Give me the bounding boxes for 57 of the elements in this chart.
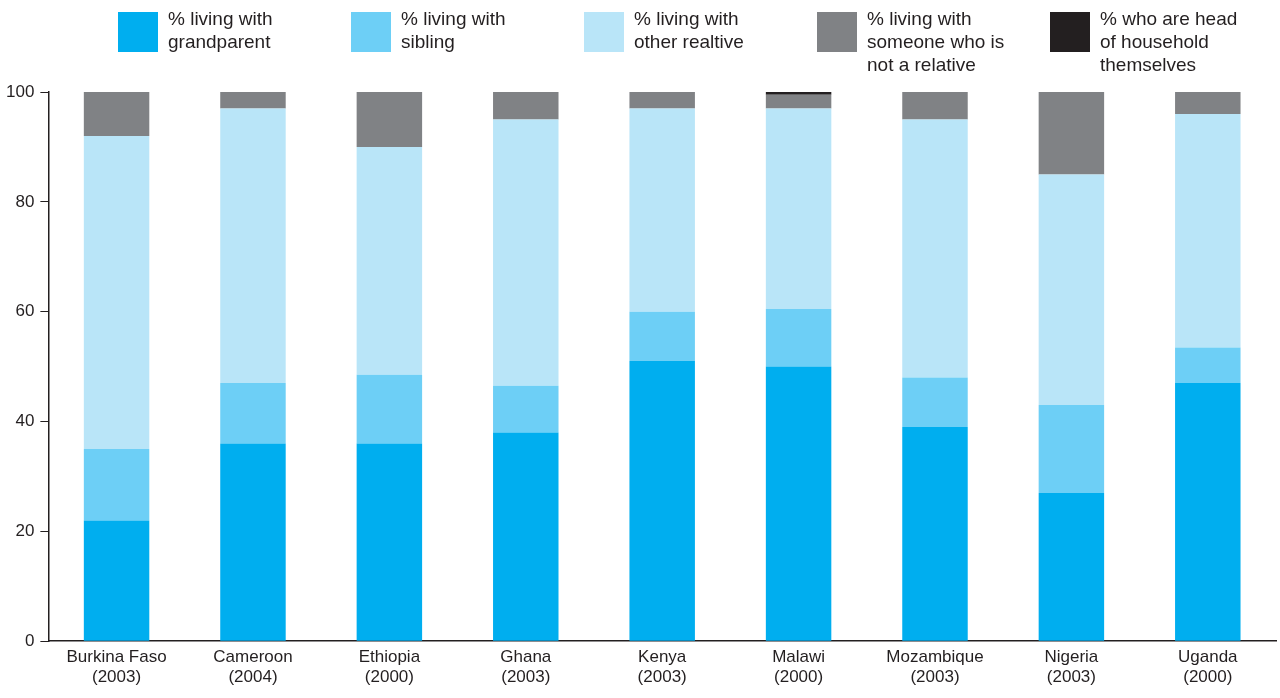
bar [220,383,286,444]
x-tick-label: Ethiopia (2000) [358,647,421,687]
x-tick-label: Ghana (2003) [500,647,552,687]
bar [83,520,150,641]
bar [356,443,423,641]
x-tick-label: Nigeria (2003) [1044,647,1099,687]
bar [83,135,150,449]
legend-label: % living with other realtive [634,7,744,52]
bar [220,443,286,641]
bar [765,308,832,367]
legend-label: % living with someone who is not a relative [867,7,1005,75]
legend-label: % living with sibling [401,7,506,52]
bar [356,146,423,375]
bar [220,92,286,109]
bar [1175,92,1241,114]
x-tick-label: Malawi (2000) [772,647,826,687]
bar [902,427,968,641]
x-tick-label: Kenya (2003) [637,647,687,687]
y-tick-label: 60 [15,301,35,321]
bar [902,377,968,428]
bar [902,119,968,378]
bar [83,448,150,521]
x-tick-label: Mozambique (2003) [886,647,984,687]
x-tick-label: Cameroon (2004) [213,647,293,687]
bar [629,361,695,641]
bar [902,92,968,120]
bar [765,366,832,641]
bar [765,108,832,309]
bar [765,94,832,109]
bar [356,92,423,147]
bar [356,374,423,444]
bar [765,92,832,95]
bar [1038,405,1105,493]
legend-label: % who are head of household themselves [1100,7,1238,75]
bar [220,108,286,384]
bar [629,311,695,362]
x-tick-label: Uganda (2000) [1178,647,1239,687]
bar [493,92,559,120]
bar [1038,174,1105,406]
bar [1175,383,1241,641]
bar [1175,347,1241,384]
bar [493,432,559,641]
bar [493,385,559,433]
y-tick-label: 20 [15,521,35,541]
y-tick-label: 80 [15,191,35,211]
y-tick-label: 0 [24,630,35,650]
legend-label: % living with grandparent [168,7,273,52]
bar [493,119,559,386]
y-tick-label: 100 [5,81,35,101]
bar [629,108,695,312]
y-tick-label: 40 [15,411,35,431]
bar [1038,492,1105,641]
bar [1038,92,1105,175]
bar [83,92,150,136]
bar [629,92,695,109]
x-tick-label: Burkina Faso (2003) [66,647,167,687]
bar [1175,113,1241,348]
